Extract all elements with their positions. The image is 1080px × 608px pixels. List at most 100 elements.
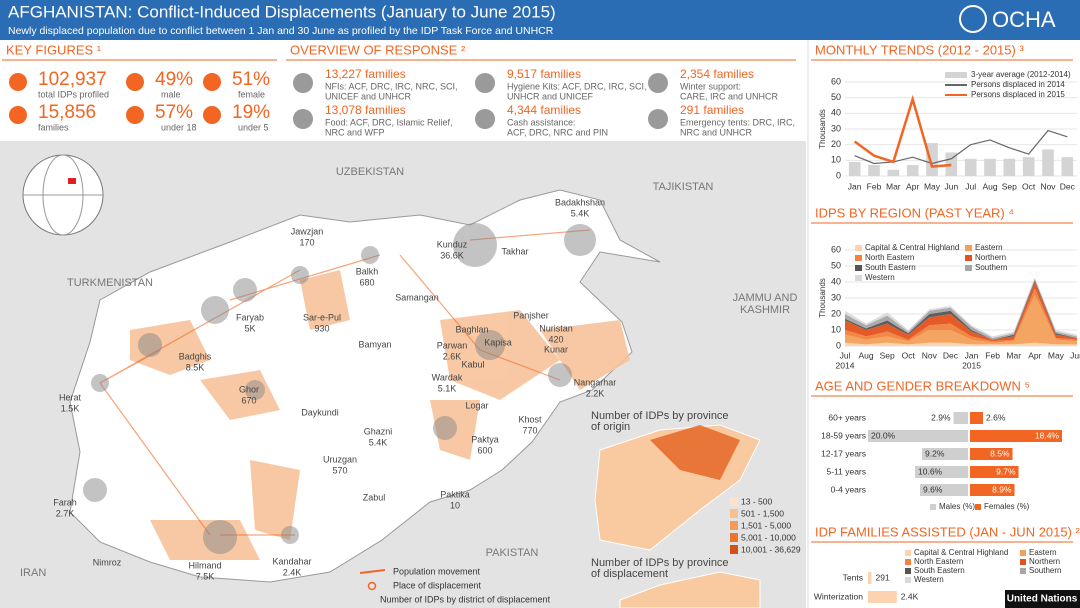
country-label: TAJIKISTAN	[653, 181, 714, 193]
legend-swatch	[1020, 568, 1026, 574]
legend-label: Capital & Central Highland	[914, 548, 1008, 557]
overview-line: UNHCR and UNICEF	[507, 91, 594, 101]
x-tick-label: May	[1048, 350, 1065, 360]
province-name: Herat	[59, 392, 82, 402]
inset-title: Number of IDPs by province	[591, 557, 729, 569]
overview-head: 291 families	[680, 103, 744, 117]
value-label: 9.6%	[923, 484, 943, 494]
range-swatch	[730, 533, 738, 542]
province-name: Kabul	[461, 359, 484, 369]
legend-swatch	[905, 568, 911, 574]
overview-head: 13,227 families	[325, 67, 406, 81]
x-tick-label: Jun	[1070, 350, 1080, 360]
province-name: Badghis	[179, 351, 212, 361]
x-tick-label: Feb	[985, 350, 1000, 360]
y-tick-label: 10	[831, 155, 841, 165]
x-tick-label: May	[924, 181, 941, 191]
bar	[964, 158, 977, 176]
section-title: KEY FIGURES ¹	[6, 42, 102, 57]
y-tick-label: 60	[831, 76, 841, 86]
area	[845, 282, 1077, 342]
overview-line: UNICEF and UNHCR	[325, 91, 412, 101]
figure-label: female	[238, 89, 265, 99]
province-name: Khost	[518, 414, 542, 424]
section-title: IDP FAMILIES ASSISTED (JAN - JUN 2015) ²	[815, 524, 1080, 539]
y-tick-label: 50	[831, 260, 841, 270]
province-value: 600	[477, 445, 492, 455]
afghanistan	[69, 189, 661, 583]
province-value: 5.4K	[571, 208, 590, 218]
range-label: 5,001 - 10,000	[741, 532, 796, 542]
province-name: Baghlan	[455, 324, 488, 334]
province-name: Samangan	[395, 292, 439, 302]
province-value: 170	[299, 237, 314, 247]
legend-swatch	[945, 72, 967, 78]
y-tick-label: 40	[831, 276, 841, 286]
range-swatch	[730, 509, 738, 518]
province-value: 680	[359, 277, 374, 287]
watermark: United Nations	[1007, 594, 1078, 605]
x-tick-label: Dec	[943, 350, 959, 360]
province-value: 10	[450, 500, 460, 510]
range-swatch	[730, 545, 738, 554]
province-name: Nuristan	[539, 323, 573, 333]
row-label: Tents	[843, 572, 863, 582]
legend-swatch	[930, 504, 936, 510]
province-name: Paktya	[471, 434, 499, 444]
bar	[915, 466, 968, 478]
legend-label: Western	[865, 273, 895, 282]
bar	[1042, 149, 1054, 176]
range-swatch	[730, 497, 738, 506]
row-label: Winterization	[814, 591, 863, 601]
legend-swatch	[1020, 550, 1026, 556]
area	[845, 294, 1077, 345]
value-label: 2.9%	[931, 412, 951, 422]
x-tick-label: Apr	[906, 181, 919, 191]
x-tick-label: Sep	[1002, 181, 1017, 191]
province-value: 36.6K	[440, 250, 464, 260]
y-tick-label: 30	[831, 292, 841, 302]
legend-label: Eastern	[1029, 548, 1057, 557]
province-name: Ghazni	[364, 426, 393, 436]
x-tick-label: Oct	[1022, 181, 1036, 191]
inset-title: of displacement	[591, 568, 668, 580]
legend-swatch	[905, 550, 911, 556]
province-name: Takhar	[501, 246, 528, 256]
overview-icon	[293, 73, 313, 93]
province-name: Balkh	[356, 266, 379, 276]
overview-line: NRC and WFP	[325, 127, 385, 137]
province-name: Sar-e-Pul	[303, 312, 341, 322]
province-name: Kapisa	[484, 337, 512, 347]
section-title: MONTHLY TRENDS (2012 - 2015) ³	[815, 42, 1024, 57]
province-value: 2.6K	[443, 351, 462, 361]
y-tick-label: 0	[836, 340, 841, 350]
bar	[868, 572, 872, 584]
bar	[922, 448, 968, 460]
province-value: 2.4K	[283, 567, 302, 577]
inset-title: Number of IDPs by province	[591, 410, 729, 422]
x-tick-label: Jan	[965, 350, 979, 360]
overview-icon	[475, 73, 495, 93]
value-label: 9.7%	[996, 466, 1016, 476]
province-value: 1.5K	[61, 403, 80, 413]
bar	[970, 448, 1013, 460]
figure-icon	[203, 73, 221, 91]
overview-line: Cash assistance:	[507, 117, 576, 127]
overview-icon	[293, 109, 313, 129]
country-label: PAKISTAN	[486, 547, 539, 559]
legend-label: Northern	[1029, 557, 1060, 566]
un-emblem	[959, 5, 987, 33]
x-tick-label: Mar	[886, 181, 901, 191]
range-label: 13 - 500	[741, 496, 772, 506]
province-value: 420	[548, 334, 563, 344]
overview-head: 13,078 families	[325, 103, 406, 117]
section-title: IDPS BY REGION (PAST YEAR) ⁴	[815, 205, 1014, 220]
legend-swatch	[855, 265, 862, 271]
legend-swatch	[359, 569, 386, 574]
legend-label: North Eastern	[865, 253, 914, 262]
province-name: Kandahar	[272, 556, 311, 566]
legend-swatch	[367, 581, 377, 591]
country-label: UZBEKISTAN	[336, 166, 404, 178]
overview-head: 2,354 families	[680, 67, 754, 81]
x-tick-label: Dec	[1060, 181, 1076, 191]
